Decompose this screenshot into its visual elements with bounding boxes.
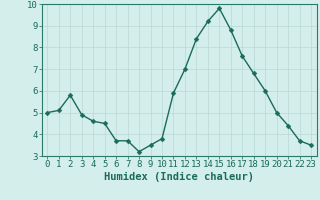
X-axis label: Humidex (Indice chaleur): Humidex (Indice chaleur) — [104, 172, 254, 182]
